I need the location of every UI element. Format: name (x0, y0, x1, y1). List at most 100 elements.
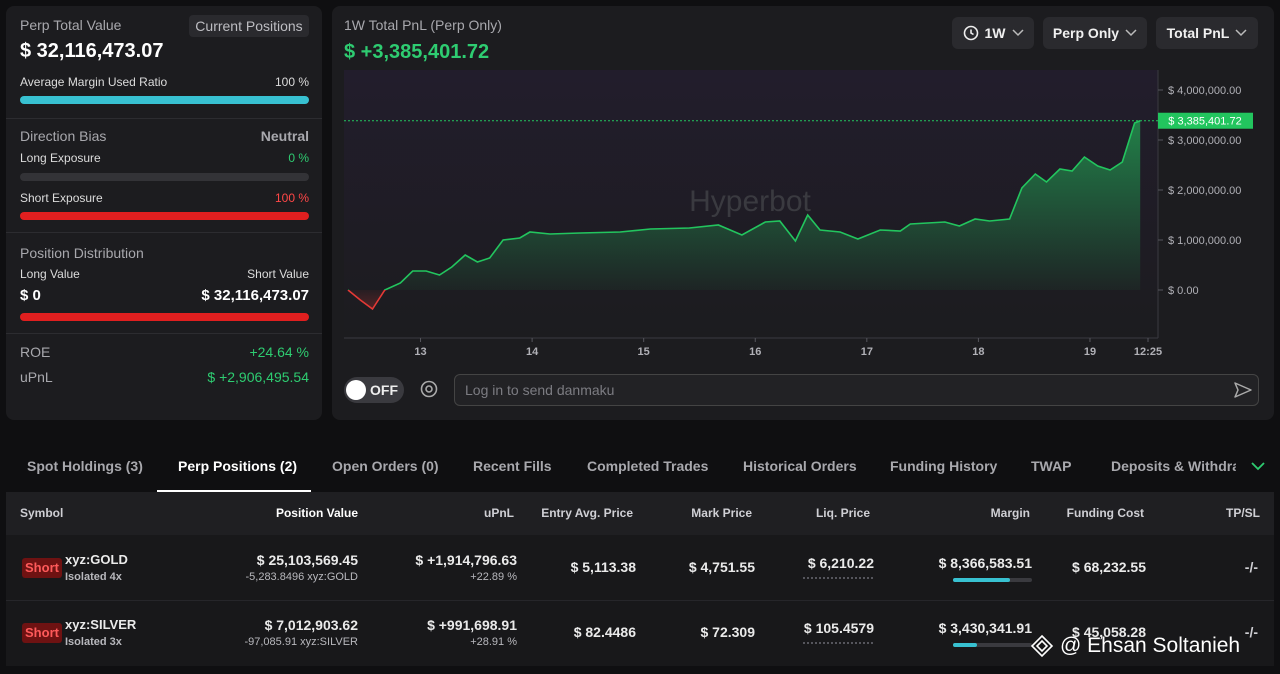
toggle-knob (346, 380, 366, 400)
y-tick-label: $ 4,000,000.00 (1168, 85, 1241, 97)
metric-select[interactable]: Total PnL (1156, 17, 1258, 49)
position-value: $ 7,012,903.62 (264, 617, 358, 633)
chevron (1011, 29, 1024, 37)
tab[interactable]: Open Orders (0) (332, 458, 439, 474)
x-tick-label: 15 (638, 346, 650, 358)
label: Direction Bias (20, 128, 107, 144)
column-header[interactable]: Entry Avg. Price (541, 506, 633, 520)
danmaku-toggle[interactable]: OFF (344, 377, 404, 403)
divider (6, 118, 322, 119)
column-header[interactable]: uPnL (484, 506, 514, 520)
total-value: $ 32,116,473.07 (20, 40, 164, 62)
last-value-label: $ 3,385,401.72 (1168, 116, 1241, 128)
table-header (6, 492, 1274, 535)
value: 100 % (274, 75, 309, 89)
watermark-text: @ Ehsan Soltanieh (1060, 634, 1241, 657)
short-exposure-bar (20, 212, 309, 220)
tab[interactable]: TWAP (1031, 458, 1072, 474)
tp-sl[interactable]: -/- (1244, 624, 1258, 640)
symbol: xyz:GOLD (65, 552, 128, 567)
margin-fill (953, 643, 977, 647)
entry-price: $ 82.4486 (573, 624, 636, 640)
distribution-bar (20, 313, 309, 321)
margin-mode: Isolated 4x (65, 571, 122, 583)
x-tick-label: 14 (526, 346, 539, 358)
margin-mode: Isolated 3x (65, 636, 122, 648)
pnl-line (347, 119, 1141, 311)
label: Long Value (20, 267, 80, 281)
value: Neutral (260, 128, 309, 144)
upnl: $ +991,698.91 (427, 617, 517, 633)
tabs-expand[interactable] (1251, 461, 1265, 471)
upnl: $ +1,914,796.63 (415, 552, 517, 568)
position-value: $ 25,103,569.45 (256, 552, 358, 568)
y-tick-label: $ 0.00 (1168, 285, 1199, 297)
y-tick-label: $ 3,000,000.00 (1168, 135, 1241, 147)
value: +24.64 % (249, 344, 309, 360)
send-icon[interactable] (1233, 380, 1253, 400)
margin-ratio-bar (20, 96, 309, 104)
value: $ 0 (20, 287, 41, 304)
x-tick-label: 19 (1084, 346, 1096, 358)
column-header[interactable]: Margin (990, 506, 1030, 520)
liq-price: $ 6,210.22 (807, 555, 874, 571)
range-select[interactable]: 1W (952, 17, 1034, 49)
label: Long Exposure (20, 151, 101, 165)
current-positions-button[interactable]: Current Positions (189, 15, 309, 37)
tab[interactable]: Spot Holdings (3) (27, 458, 143, 474)
row-divider (6, 600, 1274, 601)
column-header[interactable]: Liq. Price (815, 506, 870, 520)
author-watermark: @ Ehsan Soltanieh (1030, 634, 1240, 658)
toggle-label: OFF (370, 382, 398, 398)
last-value-badge (1158, 112, 1253, 129)
tp-sl[interactable]: -/- (1244, 559, 1258, 575)
pnl-chart: Hyperbot $ 0.00 $ 1,000,000.00 $ 2,000,000… (344, 70, 1253, 358)
column-header[interactable]: Mark Price (691, 506, 752, 520)
margin: $ 8,366,583.51 (938, 555, 1032, 571)
danmaku-input[interactable]: Log in to send danmaku (454, 374, 1259, 406)
tab[interactable]: Recent Fills (473, 458, 552, 474)
market-value: Perp Only (1052, 25, 1120, 41)
label: Short Value (247, 267, 309, 281)
market-select[interactable]: Perp Only (1043, 17, 1147, 49)
input-placeholder: Log in to send danmaku (465, 382, 615, 398)
tab[interactable]: Historical Orders (743, 458, 857, 474)
divider (6, 232, 322, 233)
liq-underline (803, 642, 873, 644)
label: ROE (20, 344, 51, 360)
column-header[interactable]: Funding Cost (1066, 506, 1144, 520)
value: $ 32,116,473.07 (201, 287, 309, 304)
clock-icon (963, 25, 978, 41)
position-size: -5,283.8496 xyz:GOLD (245, 571, 358, 583)
tab[interactable]: Deposits & Withdraw (1111, 458, 1236, 474)
value: 100 % (274, 191, 309, 205)
column-header[interactable]: Position Value (275, 506, 358, 520)
funding-cost: $ 45,058.28 (1072, 624, 1146, 640)
watermark: Hyperbot (689, 185, 811, 218)
settings-icon[interactable] (419, 379, 439, 399)
mark-price: $ 72.309 (700, 624, 756, 640)
y-tick-label: $ 2,000,000.00 (1168, 185, 1241, 197)
label: Position Distribution (20, 245, 144, 261)
tab[interactable]: Funding History (890, 458, 998, 474)
upnl-percent: +22.89 % (470, 571, 517, 583)
pnl-area (348, 120, 1141, 309)
tab[interactable]: Completed Trades (587, 458, 709, 474)
x-tick-label: 12:25 (1134, 346, 1162, 358)
chevron (1235, 29, 1247, 37)
x-tick-label: 16 (749, 346, 761, 358)
column-header[interactable]: TP/SL (1225, 506, 1260, 520)
chart-title: 1W Total PnL (Perp Only) (344, 17, 502, 33)
upnl-percent: +28.91 % (470, 636, 517, 648)
label: Average Margin Used Ratio (20, 75, 168, 89)
tab[interactable]: Perp Positions (2) (178, 458, 298, 474)
divider (6, 333, 322, 334)
x-tick-label: 18 (972, 346, 984, 358)
chart-total: $ +3,385,401.72 (344, 41, 490, 63)
range-value: 1W (984, 25, 1006, 41)
entry-price: $ 5,113.38 (570, 559, 636, 575)
margin-track (953, 643, 1032, 647)
column-header[interactable]: Symbol (20, 506, 64, 520)
side-badge: Short (22, 623, 62, 643)
